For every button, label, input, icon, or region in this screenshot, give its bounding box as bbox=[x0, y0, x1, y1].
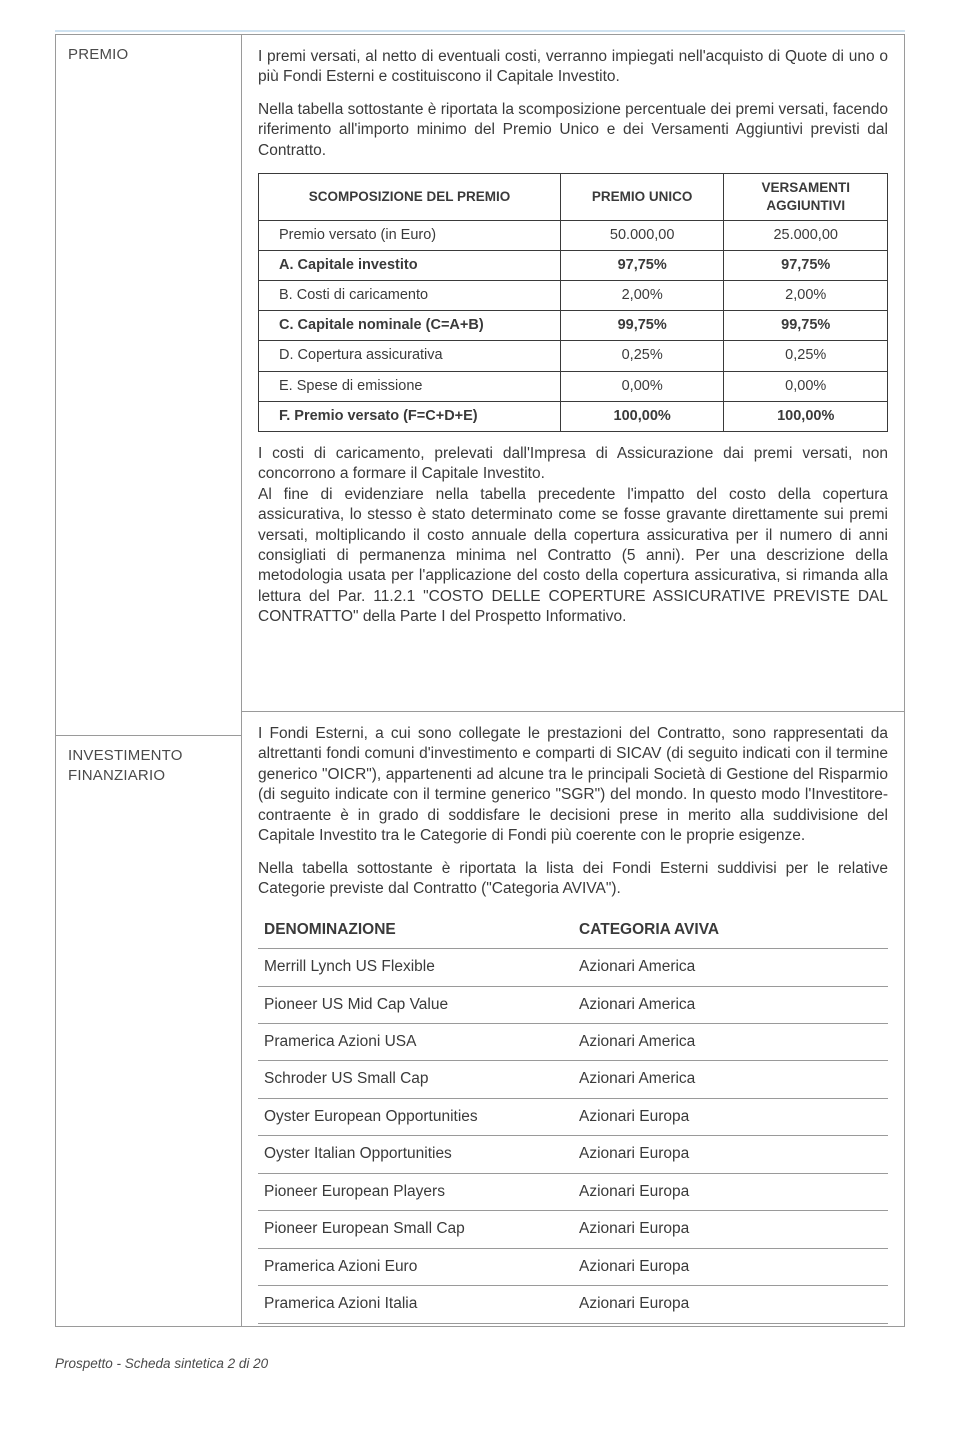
scom-head-1: PREMIO UNICO bbox=[560, 174, 724, 221]
scom-cell-c1: 0,25% bbox=[560, 341, 724, 371]
fondi-cell-categoria: Azionari Europa bbox=[573, 1136, 888, 1173]
fondi-head-1: CATEGORIA AVIVA bbox=[573, 912, 888, 949]
table-row: Oyster European OpportunitiesAzionari Eu… bbox=[258, 1098, 888, 1135]
page-footer: Prospetto - Scheda sintetica 2 di 20 bbox=[55, 1355, 905, 1373]
fondi-cell-denominazione: Pramerica Azioni Euro bbox=[258, 1248, 573, 1285]
table-row: A. Capitale investito97,75%97,75% bbox=[259, 251, 888, 281]
inv-para-2: Nella tabella sottostante è riportata la… bbox=[258, 859, 888, 900]
section-label-investimento: INVESTIMENTO FINANZIARIO bbox=[56, 735, 241, 796]
scom-cell-label: D. Copertura assicurativa bbox=[259, 341, 561, 371]
scom-cell-c2: 97,75% bbox=[724, 251, 888, 281]
table-row: Merrill Lynch US FlexibleAzionari Americ… bbox=[258, 949, 888, 986]
fondi-head-0: DENOMINAZIONE bbox=[258, 912, 573, 949]
scom-cell-c1: 97,75% bbox=[560, 251, 724, 281]
section-label-premio: PREMIO bbox=[56, 35, 241, 735]
scom-head-0: SCOMPOSIZIONE DEL PREMIO bbox=[259, 174, 561, 221]
fondi-cell-denominazione: Pramerica Azioni Italia bbox=[258, 1286, 573, 1323]
premio-para-2: Nella tabella sottostante è riportata la… bbox=[258, 100, 888, 161]
fondi-cell-categoria: Azionari America bbox=[573, 949, 888, 986]
inv-para-1: I Fondi Esterni, a cui sono collegate le… bbox=[258, 724, 888, 847]
table-row: Premio versato (in Euro)50.000,0025.000,… bbox=[259, 220, 888, 250]
table-row: Pioneer European PlayersAzionari Europa bbox=[258, 1173, 888, 1210]
table-row: Pioneer European Small CapAzionari Europ… bbox=[258, 1211, 888, 1248]
table-row: Pramerica Azioni ItaliaAzionari Europa bbox=[258, 1286, 888, 1323]
table-row: Oyster Italian OpportunitiesAzionari Eur… bbox=[258, 1136, 888, 1173]
premio-para-3: I costi di caricamento, prelevati dall'I… bbox=[258, 444, 888, 628]
scom-cell-label: E. Spese di emissione bbox=[259, 371, 561, 401]
scom-cell-c1: 0,00% bbox=[560, 371, 724, 401]
premio-para-1: I premi versati, al netto di eventuali c… bbox=[258, 47, 888, 88]
scom-cell-c1: 50.000,00 bbox=[560, 220, 724, 250]
scom-head-2: VERSAMENTI AGGIUNTIVI bbox=[724, 174, 888, 221]
table-row: C. Capitale nominale (C=A+B)99,75%99,75% bbox=[259, 311, 888, 341]
section-premio: I premi versati, al netto di eventuali c… bbox=[242, 35, 904, 711]
scom-cell-c2: 99,75% bbox=[724, 311, 888, 341]
fondi-cell-categoria: Azionari Europa bbox=[573, 1286, 888, 1323]
table-row: Schroder US Small CapAzionari America bbox=[258, 1061, 888, 1098]
scom-cell-c2: 2,00% bbox=[724, 281, 888, 311]
table-row: B. Costi di caricamento2,00%2,00% bbox=[259, 281, 888, 311]
table-row: Pioneer US Mid Cap ValueAzionari America bbox=[258, 986, 888, 1023]
scom-cell-c2: 0,25% bbox=[724, 341, 888, 371]
scom-cell-c2: 0,00% bbox=[724, 371, 888, 401]
fondi-cell-denominazione: Oyster European Opportunities bbox=[258, 1098, 573, 1135]
fondi-cell-denominazione: Oyster Italian Opportunities bbox=[258, 1136, 573, 1173]
scom-cell-label: Premio versato (in Euro) bbox=[259, 220, 561, 250]
fondi-cell-denominazione: Pioneer US Mid Cap Value bbox=[258, 986, 573, 1023]
col-left: PREMIO INVESTIMENTO FINANZIARIO bbox=[56, 35, 242, 1326]
table-row: SCOMPOSIZIONE DEL PREMIO PREMIO UNICO VE… bbox=[259, 174, 888, 221]
fondi-cell-denominazione: Pioneer European Small Cap bbox=[258, 1211, 573, 1248]
section-investimento: I Fondi Esterni, a cui sono collegate le… bbox=[242, 711, 904, 1326]
scom-cell-label: B. Costi di caricamento bbox=[259, 281, 561, 311]
table-row: Pramerica Azioni EuroAzionari Europa bbox=[258, 1248, 888, 1285]
scom-cell-c1: 100,00% bbox=[560, 401, 724, 431]
scom-cell-label: F. Premio versato (F=C+D+E) bbox=[259, 401, 561, 431]
table-row: F. Premio versato (F=C+D+E)100,00%100,00… bbox=[259, 401, 888, 431]
fondi-cell-denominazione: Schroder US Small Cap bbox=[258, 1061, 573, 1098]
scom-cell-c1: 2,00% bbox=[560, 281, 724, 311]
fondi-cell-categoria: Azionari Europa bbox=[573, 1211, 888, 1248]
fondi-cell-denominazione: Pramerica Azioni USA bbox=[258, 1023, 573, 1060]
fondi-table: DENOMINAZIONE CATEGORIA AVIVA Merrill Ly… bbox=[258, 912, 888, 1324]
scom-cell-c2: 100,00% bbox=[724, 401, 888, 431]
fondi-cell-categoria: Azionari America bbox=[573, 986, 888, 1023]
fondi-cell-categoria: Azionari Europa bbox=[573, 1173, 888, 1210]
page: PREMIO INVESTIMENTO FINANZIARIO I premi … bbox=[0, 0, 960, 1392]
fondi-cell-denominazione: Merrill Lynch US Flexible bbox=[258, 949, 573, 986]
fondi-cell-denominazione: Pioneer European Players bbox=[258, 1173, 573, 1210]
fondi-cell-categoria: Azionari America bbox=[573, 1023, 888, 1060]
fondi-cell-categoria: Azionari America bbox=[573, 1061, 888, 1098]
col-right: I premi versati, al netto di eventuali c… bbox=[242, 35, 904, 1326]
scom-cell-label: A. Capitale investito bbox=[259, 251, 561, 281]
top-rule bbox=[55, 30, 905, 32]
table-row: Pramerica Azioni USAAzionari America bbox=[258, 1023, 888, 1060]
table-row: DENOMINAZIONE CATEGORIA AVIVA bbox=[258, 912, 888, 949]
table-row: E. Spese di emissione0,00%0,00% bbox=[259, 371, 888, 401]
scomposizione-table: SCOMPOSIZIONE DEL PREMIO PREMIO UNICO VE… bbox=[258, 173, 888, 432]
scom-cell-label: C. Capitale nominale (C=A+B) bbox=[259, 311, 561, 341]
fondi-cell-categoria: Azionari Europa bbox=[573, 1248, 888, 1285]
fondi-cell-categoria: Azionari Europa bbox=[573, 1098, 888, 1135]
scom-cell-c2: 25.000,00 bbox=[724, 220, 888, 250]
scom-cell-c1: 99,75% bbox=[560, 311, 724, 341]
table-row: D. Copertura assicurativa0,25%0,25% bbox=[259, 341, 888, 371]
main-grid: PREMIO INVESTIMENTO FINANZIARIO I premi … bbox=[55, 34, 905, 1327]
